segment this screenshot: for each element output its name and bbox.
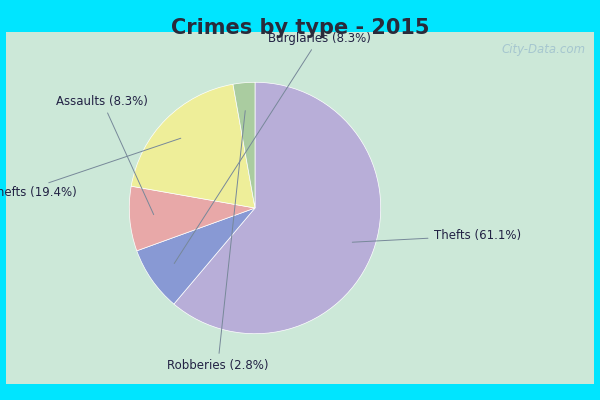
Text: Burglaries (8.3%): Burglaries (8.3%) — [174, 32, 370, 264]
Text: Crimes by type - 2015: Crimes by type - 2015 — [171, 18, 429, 38]
Wedge shape — [174, 82, 381, 334]
Text: Assaults (8.3%): Assaults (8.3%) — [56, 95, 154, 215]
Wedge shape — [129, 186, 255, 251]
Wedge shape — [137, 208, 255, 304]
Wedge shape — [131, 84, 255, 208]
Text: Thefts (61.1%): Thefts (61.1%) — [352, 229, 521, 242]
Text: City-Data.com: City-Data.com — [501, 42, 585, 56]
Text: Robberies (2.8%): Robberies (2.8%) — [167, 111, 269, 372]
Text: Auto thefts (19.4%): Auto thefts (19.4%) — [0, 138, 181, 200]
Wedge shape — [233, 82, 255, 208]
